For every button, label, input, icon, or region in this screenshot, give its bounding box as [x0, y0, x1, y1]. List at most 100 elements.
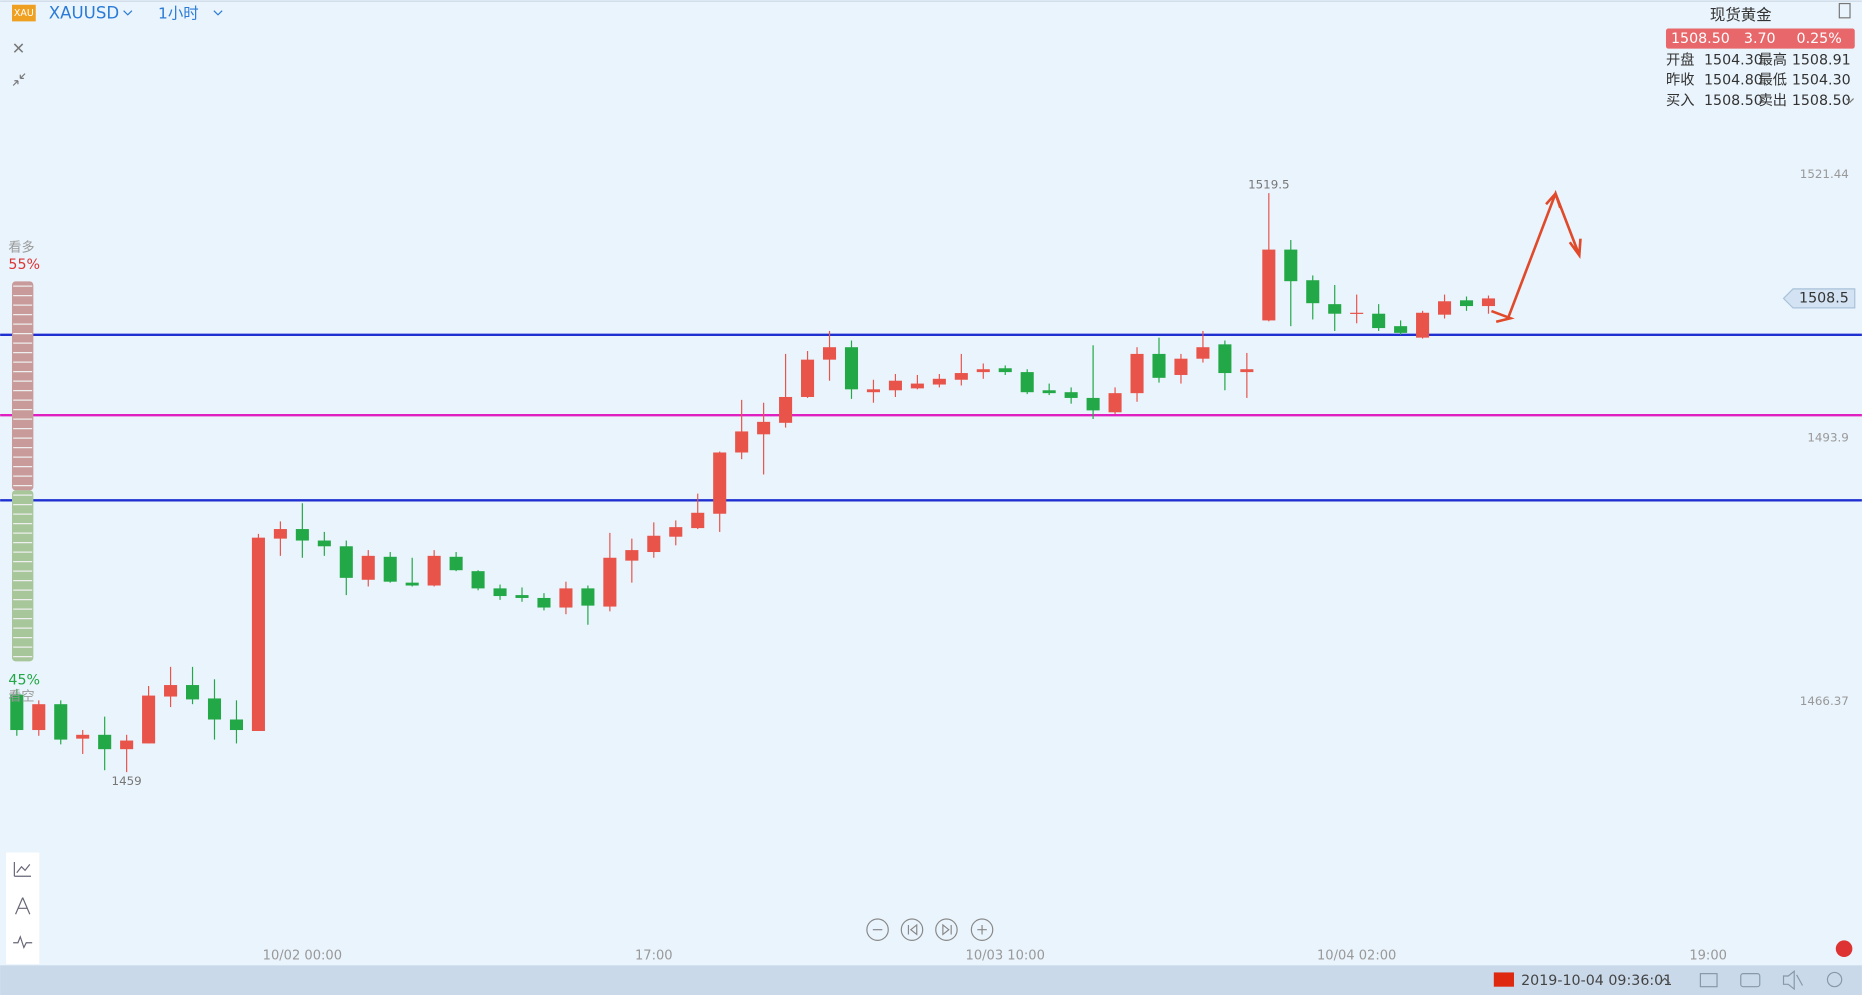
y-tick-label: 1466.37 — [1800, 694, 1849, 708]
candle-body — [1064, 392, 1078, 398]
quote-value: 1508.50 — [1704, 93, 1763, 109]
quote-change-pct: 0.25% — [1797, 31, 1842, 47]
x-tick-label: 17:00 — [635, 948, 673, 963]
quote-value: 1508.91 — [1792, 53, 1851, 69]
candle-body — [691, 512, 705, 529]
symbol-icon — [11, 4, 36, 22]
x-tick-label: 10/04 02:00 — [1317, 948, 1396, 963]
status-icons — [1699, 970, 1843, 991]
candle-body — [1262, 249, 1276, 321]
price-tag — [1782, 288, 1856, 309]
candle-body — [98, 734, 112, 750]
candle-body — [976, 369, 990, 373]
quote-label: 买入 — [1666, 92, 1694, 109]
candle-body — [844, 347, 859, 390]
symbol-icon-text: XAU — [14, 8, 34, 19]
candle-body — [427, 555, 441, 586]
drawn-arrow — [1490, 189, 1582, 324]
candle-body — [54, 704, 68, 740]
x-tick-label: 10/03 10:00 — [966, 948, 1045, 963]
alert-icon[interactable] — [1835, 940, 1853, 958]
price-tag-label: 1508.5 — [1799, 290, 1849, 306]
candle-body — [273, 529, 287, 539]
go-end[interactable] — [935, 918, 958, 941]
candle-body — [32, 704, 46, 731]
candle-body — [405, 582, 419, 586]
candle-body — [76, 734, 90, 739]
quote-name: 现货黄金 — [1710, 6, 1772, 24]
high-label: 1519.5 — [1248, 177, 1290, 191]
nav-buttons — [866, 918, 994, 941]
interval[interactable]: 1小时 — [158, 5, 199, 23]
candle-body — [449, 556, 463, 571]
shrink-button[interactable] — [12, 73, 26, 86]
candle-body — [581, 588, 595, 606]
candle-body — [1481, 298, 1496, 307]
quote-bar — [1665, 28, 1855, 49]
candle-body — [757, 421, 771, 435]
candle-body — [1152, 353, 1166, 378]
camera-icon[interactable] — [1740, 973, 1761, 988]
mute-icon[interactable] — [1782, 970, 1804, 991]
candle-body — [317, 540, 331, 547]
candle-body — [471, 571, 485, 589]
go-end-icon — [942, 923, 952, 936]
candle-body — [735, 431, 749, 453]
close-button[interactable] — [13, 43, 24, 53]
go-start-icon — [907, 923, 918, 936]
flag-icon — [1493, 972, 1514, 987]
quote-last: 1508.50 — [1671, 31, 1730, 47]
indicator-tool[interactable] — [13, 862, 31, 877]
candle-body — [647, 535, 661, 553]
chevron[interactable] — [1846, 98, 1854, 103]
candle-body — [1416, 312, 1430, 338]
candle-body — [493, 588, 507, 597]
candle-body — [383, 556, 397, 582]
candle-body — [998, 368, 1012, 373]
candle-body — [1108, 393, 1122, 413]
wave-tool[interactable] — [13, 935, 33, 950]
go-start[interactable] — [900, 918, 924, 941]
status-bar — [0, 965, 1862, 995]
candle-body — [866, 389, 880, 393]
chevron[interactable] — [1659, 977, 1670, 984]
candle-body — [954, 373, 968, 380]
bull-bar — [11, 281, 34, 491]
candle-body — [120, 740, 134, 750]
quote-label: 开盘 — [1666, 51, 1694, 69]
candle-body — [251, 537, 265, 731]
chevron[interactable] — [213, 10, 223, 16]
window-icon[interactable] — [1699, 973, 1718, 988]
chevron[interactable] — [123, 10, 133, 16]
candle-body — [1328, 304, 1342, 314]
zoom-in[interactable] — [970, 918, 994, 941]
candle-body — [910, 383, 924, 389]
candle-body — [361, 555, 375, 580]
quote-label: 最高 — [1759, 52, 1787, 69]
candle-body — [669, 527, 683, 537]
draw-tool[interactable] — [15, 897, 31, 915]
bear-pct: 45% — [8, 672, 40, 688]
settings-icon[interactable] — [1826, 971, 1843, 988]
candle-body — [1306, 280, 1320, 304]
symbol[interactable]: XAUUSD — [49, 4, 119, 23]
quote-value: 1504.30 — [1704, 53, 1763, 69]
panel-icon[interactable] — [1838, 2, 1851, 19]
candle-body — [142, 695, 156, 744]
candle-body — [559, 588, 573, 608]
candle-body — [822, 347, 837, 360]
candle-body — [186, 685, 200, 700]
zoom-out[interactable] — [866, 918, 889, 941]
y-tick-label: 1521.44 — [1800, 167, 1849, 181]
candle-body — [164, 685, 178, 697]
quote-label: 最低 — [1759, 72, 1787, 89]
quote-value: 1508.50 — [1792, 93, 1851, 109]
candle-body — [1174, 358, 1188, 375]
candle-body — [1438, 301, 1452, 315]
bear-label: 看空 — [8, 688, 34, 704]
candle-body — [1196, 347, 1210, 359]
candle-body — [207, 698, 222, 720]
